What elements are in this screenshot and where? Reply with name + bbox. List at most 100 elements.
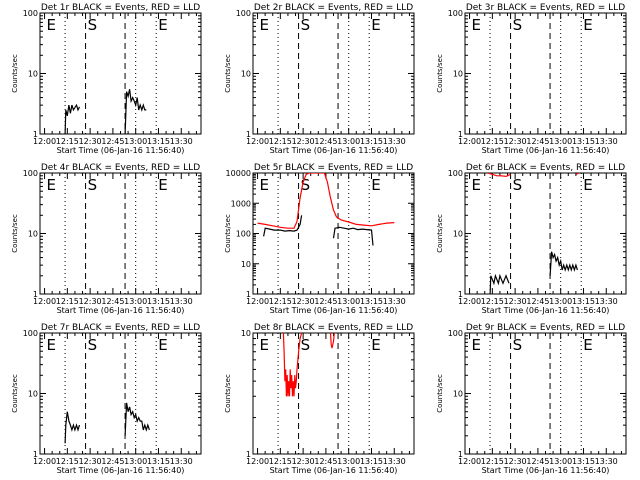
marker-label-s: S — [301, 336, 311, 354]
y-tick-label: 1 — [246, 450, 251, 459]
y-axis-label: Counts/sec — [224, 374, 232, 413]
x-tick-label: 13:15 — [572, 457, 595, 466]
marker-label-e: E — [583, 336, 592, 354]
x-tick-label: 12:30 — [292, 457, 315, 466]
marker-label-e: E — [472, 176, 481, 194]
x-tick-label: 12:30 — [79, 297, 102, 306]
marker-label-e: E — [472, 336, 481, 354]
y-axis-label: Counts/sec — [436, 54, 444, 93]
marker-label-s: S — [301, 16, 311, 34]
x-tick-label: 12:30 — [504, 457, 527, 466]
x-tick-label: 12:45 — [101, 137, 124, 146]
x-tick-label: 13:15 — [360, 137, 383, 146]
plot-frame — [39, 332, 202, 455]
x-tick-label: 12:00 — [458, 297, 481, 306]
y-axis-label: Counts/sec — [11, 54, 19, 93]
y-tick-label: 100 — [23, 329, 38, 338]
x-axis-label: Start Time (06-Jan-16 11:56:40) — [270, 306, 398, 315]
marker-label-e: E — [371, 16, 380, 34]
x-tick-label: 13:30 — [595, 137, 618, 146]
marker-label-e: E — [158, 336, 167, 354]
chart-title: Det 9r BLACK = Events, RED = LLD — [466, 323, 625, 333]
y-tick-label: 100 — [236, 9, 251, 18]
x-tick-label: 12:00 — [33, 297, 56, 306]
chart-panel-8: Det 8r BLACK = Events, RED = LLD 1 10 Count… — [224, 323, 415, 475]
y-axis-label: Counts/sec — [224, 214, 232, 253]
x-axis-label: Start Time (06-Jan-16 11:56:40) — [57, 146, 185, 155]
marker-label-s: S — [88, 16, 98, 34]
chart-panel-9: Det 9r BLACK = Events, RED = LLD 1 10 100 Co… — [436, 323, 627, 475]
y-tick-label: 100 — [23, 169, 38, 178]
y-tick-label: 10000 — [226, 169, 251, 178]
y-tick-label: 100 — [448, 329, 463, 338]
y-tick-label: 1 — [458, 290, 463, 299]
x-tick-label: 13:30 — [170, 297, 193, 306]
x-tick-label: 12:30 — [292, 137, 315, 146]
y-tick-label: 10 — [28, 390, 38, 399]
x-tick-label: 12:30 — [79, 137, 102, 146]
marker-label-e: E — [260, 16, 269, 34]
x-tick-label: 12:00 — [33, 137, 56, 146]
chart-panel-2: Det 2r BLACK = Events, RED = LLD 1 10 100 Co… — [224, 3, 415, 155]
chart-panel-7: Det 7r BLACK = Events, RED = LLD 1 10 100 Co… — [11, 323, 202, 475]
y-axis-label: Counts/sec — [11, 214, 19, 253]
y-tick-label: 10 — [453, 70, 463, 79]
plot-frame — [252, 332, 415, 455]
chart-title: Det 8r BLACK = Events, RED = LLD — [254, 323, 413, 333]
x-tick-label: 12:45 — [314, 457, 337, 466]
y-tick-label: 100 — [448, 9, 463, 18]
marker-label-e: E — [47, 176, 56, 194]
y-tick-label: 1 — [458, 130, 463, 139]
x-tick-label: 12:30 — [504, 297, 527, 306]
x-tick-label: 12:00 — [458, 457, 481, 466]
x-tick-label: 12:00 — [33, 457, 56, 466]
marker-label-e: E — [371, 336, 380, 354]
events-series-line — [263, 215, 303, 237]
y-tick-label: 10 — [28, 230, 38, 239]
x-tick-label: 13:30 — [383, 297, 406, 306]
plot-frame — [252, 12, 415, 135]
x-tick-label: 12:45 — [526, 297, 549, 306]
y-tick-label: 100 — [236, 230, 251, 239]
y-axis-label: Counts/sec — [436, 214, 444, 253]
x-tick-label: 12:15 — [481, 137, 504, 146]
y-tick-label: 10 — [241, 70, 251, 79]
x-axis-label: Start Time (06-Jan-16 11:56:40) — [270, 466, 398, 475]
x-tick-label: 12:00 — [458, 137, 481, 146]
x-tick-label: 13:00 — [124, 297, 147, 306]
lld-series-line — [282, 333, 303, 397]
x-tick-label: 12:00 — [246, 297, 269, 306]
plot-frame — [39, 12, 202, 135]
y-axis-label: Counts/sec — [11, 374, 19, 413]
marker-label-e: E — [371, 176, 380, 194]
plot-frame — [464, 332, 627, 455]
x-tick-label: 12:30 — [79, 457, 102, 466]
chart-title: Det 1r BLACK = Events, RED = LLD — [41, 3, 200, 13]
x-tick-label: 12:45 — [101, 297, 124, 306]
x-tick-label: 12:15 — [269, 137, 292, 146]
marker-label-e: E — [472, 16, 481, 34]
x-tick-label: 12:45 — [314, 297, 337, 306]
x-tick-label: 12:15 — [481, 297, 504, 306]
events-series-line — [124, 89, 147, 134]
x-tick-label: 12:15 — [269, 457, 292, 466]
x-tick-label: 13:30 — [170, 457, 193, 466]
chart-title: Det 6r BLACK = Events, RED = LLD — [466, 163, 625, 173]
lld-series-line — [487, 173, 511, 178]
x-tick-label: 13:15 — [147, 457, 170, 466]
plot-frame — [464, 172, 627, 295]
chart-title: Det 4r BLACK = Events, RED = LLD — [41, 163, 200, 173]
marker-label-e: E — [260, 336, 269, 354]
x-tick-label: 12:45 — [314, 137, 337, 146]
chart-panel-3: Det 3r BLACK = Events, RED = LLD 1 10 100 Co… — [436, 3, 627, 155]
marker-label-e: E — [47, 16, 56, 34]
lld-series-line — [329, 333, 335, 349]
x-tick-label: 13:00 — [337, 137, 360, 146]
x-tick-label: 13:30 — [383, 137, 406, 146]
x-tick-label: 12:45 — [101, 457, 124, 466]
x-tick-label: 12:00 — [246, 457, 269, 466]
x-tick-label: 13:15 — [360, 297, 383, 306]
chart-panel-5: Det 5r BLACK = Events, RED = LLD 1 10 100 10… — [224, 163, 415, 315]
chart-title: Det 5r BLACK = Events, RED = LLD — [254, 163, 413, 173]
